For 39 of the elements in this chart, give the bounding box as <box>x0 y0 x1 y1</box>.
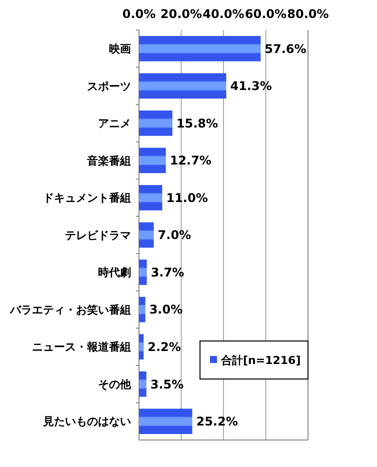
data-label: 15.8% <box>176 116 218 130</box>
x-tick-label: 80.0% <box>287 7 329 21</box>
data-label: 25.2% <box>196 414 238 429</box>
y-tick-label: アニメ <box>98 117 131 130</box>
x-tick-label: 0.0% <box>122 7 156 21</box>
bar <box>139 371 146 397</box>
bar <box>139 222 154 248</box>
data-label: 3.7% <box>150 265 184 280</box>
bar <box>139 334 144 360</box>
y-tick-label: テレビドラマ <box>65 228 131 242</box>
data-label: 3.5% <box>150 377 184 392</box>
data-label: 2.2% <box>148 340 181 354</box>
x-tick-label: 60.0% <box>244 7 287 21</box>
bar <box>139 110 172 136</box>
bar <box>139 185 162 210</box>
y-tick-label: 時代劇 <box>98 266 131 280</box>
y-tick-label: スポーツ <box>87 80 131 93</box>
y-tick-label: 見たいものはない <box>42 415 131 428</box>
data-label: 12.7% <box>170 154 212 168</box>
x-tick-label: 40.0% <box>202 7 244 21</box>
bar <box>139 408 192 434</box>
y-tick-label: 映画 <box>109 42 131 56</box>
data-label: 3.0% <box>149 302 183 317</box>
bar <box>139 148 166 174</box>
y-tick-label: 音楽番組 <box>86 154 131 168</box>
bar <box>139 73 226 99</box>
data-label: 7.0% <box>158 228 192 242</box>
y-tick-label: バラエティ・お笑い番組 <box>9 303 131 316</box>
legend-label: 合計[n=1216] <box>220 354 301 367</box>
y-tick-label: ドキュメント番組 <box>43 192 131 205</box>
x-tick-label: 20.0% <box>160 7 202 21</box>
y-tick-label: ニュース・報道番組 <box>32 340 131 354</box>
data-label: 41.3% <box>230 79 272 94</box>
y-tick-label: その他 <box>98 378 132 391</box>
data-label: 57.6% <box>264 42 306 56</box>
bar <box>139 36 261 62</box>
bar <box>139 260 147 285</box>
data-label: 11.0% <box>166 190 208 205</box>
bar <box>139 296 146 322</box>
